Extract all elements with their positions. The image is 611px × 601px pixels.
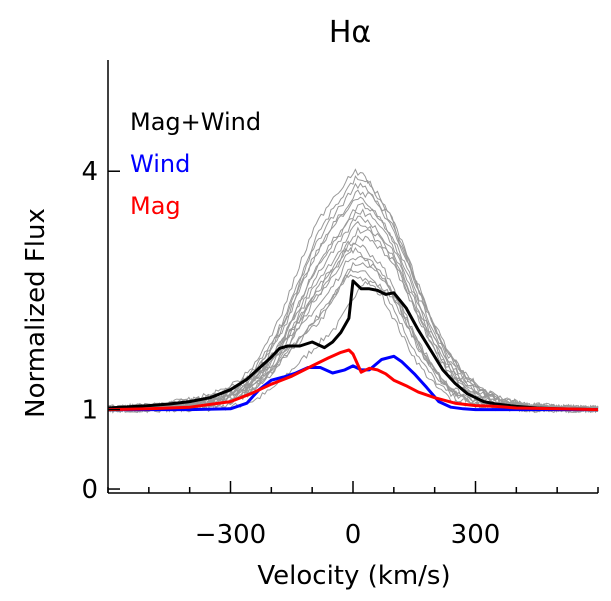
observed-spectrum-line: [107, 168, 599, 412]
observed-spectrum-line: [107, 246, 599, 414]
x-tick-label: −300: [195, 520, 266, 550]
legend-entry: Wind: [130, 150, 190, 178]
observed-spectrum-line: [107, 280, 599, 414]
observed-spectrum-line: [107, 273, 599, 414]
chart-title: Hα: [329, 15, 371, 50]
x-axis-title: Velocity (km/s): [257, 561, 450, 591]
x-tick-label: 0: [345, 520, 362, 550]
legend: Mag+Wind Wind Mag: [130, 108, 261, 220]
series-line-mag-wind: [107, 279, 599, 412]
y-tick-label: 4: [81, 157, 98, 187]
observed-spectrum-line: [107, 226, 599, 413]
y-axis-ticks: 0 1 4: [81, 157, 120, 505]
observed-spectrum-line: [107, 220, 599, 413]
observed-spectrum-line: [107, 208, 599, 413]
series-line-mag: [107, 348, 599, 412]
legend-entry: Mag+Wind: [130, 108, 261, 136]
observed-spectrum-line: [107, 240, 599, 414]
y-tick-label: 1: [81, 396, 98, 426]
observed-spectrum-line: [108, 215, 599, 413]
y-tick-label: 0: [81, 475, 98, 505]
y-axis-title: Normalized Flux: [21, 208, 51, 418]
observed-spectrum-line: [107, 202, 599, 413]
x-axis-ticks: −300 0 300: [107, 481, 599, 550]
x-tick-label: 300: [451, 520, 501, 550]
model-series: [107, 279, 599, 412]
observed-spectrum-line: [107, 196, 599, 412]
observed-spectrum-line: [107, 189, 599, 412]
legend-entry: Mag: [130, 192, 181, 220]
